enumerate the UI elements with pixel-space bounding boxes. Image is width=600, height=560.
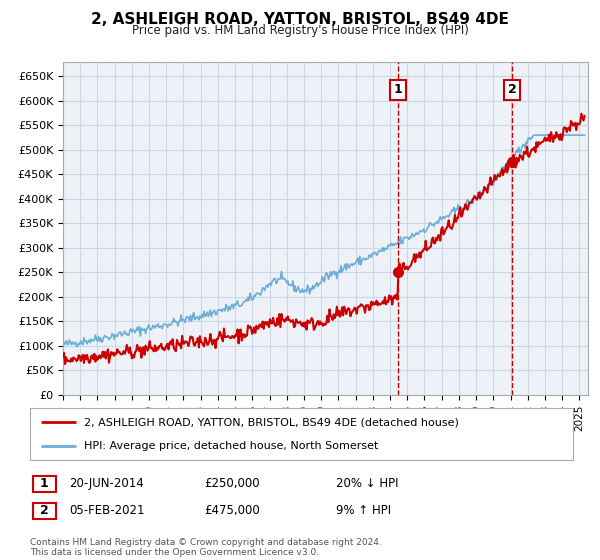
Text: 9% ↑ HPI: 9% ↑ HPI: [336, 504, 391, 517]
Text: 1: 1: [394, 83, 403, 96]
Text: 20-JUN-2014: 20-JUN-2014: [69, 477, 144, 491]
Text: 2: 2: [508, 83, 517, 96]
Text: 2, ASHLEIGH ROAD, YATTON, BRISTOL, BS49 4DE: 2, ASHLEIGH ROAD, YATTON, BRISTOL, BS49 …: [91, 12, 509, 27]
Text: HPI: Average price, detached house, North Somerset: HPI: Average price, detached house, Nort…: [85, 441, 379, 451]
Text: £250,000: £250,000: [204, 477, 260, 491]
Text: 2: 2: [40, 504, 49, 517]
Text: 05-FEB-2021: 05-FEB-2021: [69, 504, 145, 517]
Text: 20% ↓ HPI: 20% ↓ HPI: [336, 477, 398, 491]
Text: £475,000: £475,000: [204, 504, 260, 517]
Text: Price paid vs. HM Land Registry's House Price Index (HPI): Price paid vs. HM Land Registry's House …: [131, 24, 469, 37]
Text: 2, ASHLEIGH ROAD, YATTON, BRISTOL, BS49 4DE (detached house): 2, ASHLEIGH ROAD, YATTON, BRISTOL, BS49 …: [85, 417, 459, 427]
Text: 1: 1: [40, 477, 49, 491]
Text: Contains HM Land Registry data © Crown copyright and database right 2024.
This d: Contains HM Land Registry data © Crown c…: [30, 538, 382, 557]
